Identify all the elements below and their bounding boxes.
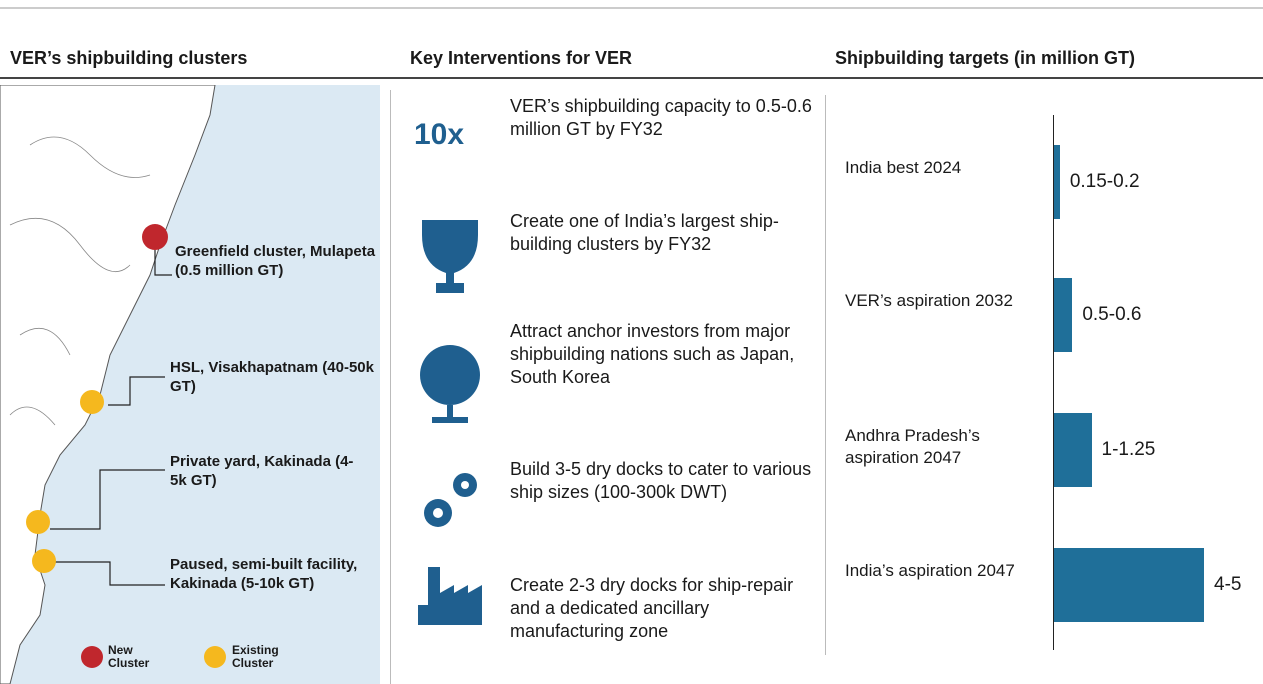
bar [1054, 413, 1092, 487]
cluster-label: Private yard, Kakinada (4-5k GT) [170, 453, 354, 489]
divider [825, 95, 826, 655]
cluster-label: Paused, semi-built facility, Kakinada (5… [170, 556, 358, 592]
category-label: Andhra Pradesh’s aspiration 2047 [845, 426, 980, 467]
value-label: 0.5-0.6 [1082, 304, 1142, 325]
header-rule [0, 77, 1263, 79]
category-label: VER’s aspiration 2032 [845, 291, 1013, 310]
divider [390, 90, 391, 684]
map [0, 85, 380, 684]
header: Key Interventions for VER [410, 48, 633, 68]
intervention: Create one of India’s largest ship-build… [510, 211, 779, 254]
top-rule [0, 7, 1263, 9]
legend-label: Existing Cluster [232, 643, 279, 670]
intervention: Attract anchor investors from major ship… [510, 321, 795, 387]
category-label: India’s aspiration 2047 [845, 561, 1015, 580]
category-label: India best 2024 [845, 158, 962, 177]
bar [1054, 145, 1060, 219]
header: Shipbuilding targets (in million GT) [835, 48, 1135, 68]
cluster-label: HSL, Visakhapatnam (40-50k GT) [170, 359, 374, 395]
bar [1054, 278, 1073, 352]
bar-axis [1053, 115, 1054, 650]
intervention: VER’s shipbuilding capacity to 0.5-0.6 m… [510, 96, 812, 139]
highlight: 10x [414, 118, 465, 151]
intervention: Create 2-3 dry docks for ship-repair and… [510, 575, 794, 641]
value-label: 4-5 [1214, 574, 1242, 595]
header: VER’s shipbuilding clusters [10, 48, 248, 68]
cluster-label: Greenfield cluster, Mulapeta (0.5 millio… [175, 243, 376, 279]
legend-label: New Cluster [108, 643, 150, 670]
icons [418, 220, 482, 625]
value-label: 1-1.25 [1101, 439, 1156, 460]
intervention: Build 3-5 dry docks to cater to various … [510, 459, 812, 502]
value-label: 0.15-0.2 [1069, 171, 1140, 192]
bar [1054, 548, 1204, 622]
